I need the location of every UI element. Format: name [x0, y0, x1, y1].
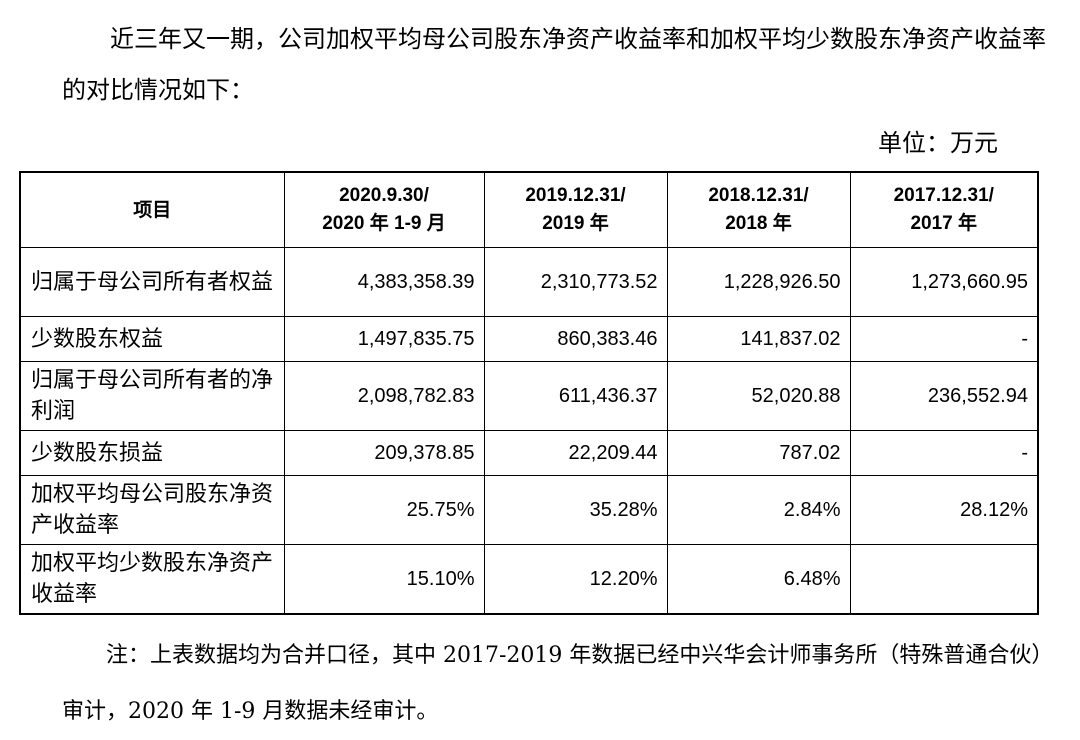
cell-value: 22,209.44 [483, 430, 668, 476]
header-2018-line1: 2018.12.31/ [708, 185, 809, 206]
header-2017: 2017.12.31/2017 年 [849, 171, 1039, 248]
table-footnote: 注：上表数据均为合并口径，其中 2017-2019 年数据已经中兴华会计师事务所… [62, 643, 1043, 724]
cell-value: 141,837.02 [666, 316, 851, 362]
cell-value: 2.84% [666, 475, 851, 545]
row-label: 加权平均少数股东净资产收益率 [19, 544, 285, 615]
table-row: 少数股东损益 209,378.85 22,209.44 787.02 - [19, 430, 1039, 476]
header-2017-line2: 2017 年 [910, 213, 978, 234]
cell-value: 787.02 [666, 430, 851, 476]
cell-value: - [849, 316, 1039, 362]
cell-value: 2,098,782.83 [283, 361, 485, 431]
row-label: 少数股东权益 [19, 316, 285, 362]
header-2017-line1: 2017.12.31/ [893, 185, 994, 206]
cell-value: 28.12% [849, 475, 1039, 545]
cell-value: 611,436.37 [483, 361, 668, 431]
table-row: 归属于母公司所有者权益 4,383,358.39 2,310,773.52 1,… [19, 247, 1039, 317]
cell-value: 6.48% [666, 544, 851, 615]
cell-value [849, 544, 1039, 615]
cell-value: 860,383.46 [483, 316, 668, 362]
cell-value: 1,497,835.75 [283, 316, 485, 362]
cell-value: 4,383,358.39 [283, 247, 485, 317]
cell-value: 35.28% [483, 475, 668, 545]
row-label: 加权平均母公司股东净资产收益率 [19, 475, 285, 545]
header-2018-line2: 2018 年 [725, 213, 792, 234]
header-2018: 2018.12.31/2018 年 [666, 171, 851, 248]
cell-value: - [849, 430, 1039, 476]
row-label: 少数股东损益 [19, 430, 285, 476]
header-2020-line2: 2020 年 1-9 月 [322, 213, 446, 234]
cell-value: 236,552.94 [849, 361, 1039, 431]
header-2019-line1: 2019.12.31/ [525, 185, 626, 206]
header-item-text: 项目 [133, 199, 172, 221]
table-row: 归属于母公司所有者的净利润 2,098,782.83 611,436.37 52… [19, 361, 1039, 431]
header-2020-line1: 2020.9.30/ [339, 185, 429, 206]
header-2019: 2019.12.31/2019 年 [483, 171, 668, 248]
intro-paragraph: 近三年又一期，公司加权平均母公司股东净资产收益率和加权平均少数股东净资产收益率的… [62, 25, 1046, 104]
financial-comparison-table: 项目 2020.9.30/2020 年 1-9 月 2019.12.31/201… [19, 171, 1039, 615]
cell-value: 1,228,926.50 [666, 247, 851, 317]
cell-value: 12.20% [483, 544, 668, 615]
table-header-row: 项目 2020.9.30/2020 年 1-9 月 2019.12.31/201… [19, 171, 1039, 248]
table-row: 加权平均少数股东净资产收益率 15.10% 12.20% 6.48% [19, 544, 1039, 615]
row-label: 归属于母公司所有者的净利润 [19, 361, 285, 431]
cell-value: 25.75% [283, 475, 485, 545]
table-row: 加权平均母公司股东净资产收益率 25.75% 35.28% 2.84% 28.1… [19, 475, 1039, 545]
table-row: 少数股东权益 1,497,835.75 860,383.46 141,837.0… [19, 316, 1039, 362]
cell-value: 209,378.85 [283, 430, 485, 476]
cell-value: 15.10% [283, 544, 485, 615]
cell-value: 1,273,660.95 [849, 247, 1039, 317]
header-item: 项目 [19, 171, 285, 248]
header-2019-line2: 2019 年 [542, 213, 609, 234]
cell-value: 52,020.88 [666, 361, 851, 431]
unit-label: 单位：万元 [878, 129, 998, 157]
cell-value: 2,310,773.52 [483, 247, 668, 317]
row-label: 归属于母公司所有者权益 [19, 247, 285, 317]
header-2020: 2020.9.30/2020 年 1-9 月 [283, 171, 485, 248]
